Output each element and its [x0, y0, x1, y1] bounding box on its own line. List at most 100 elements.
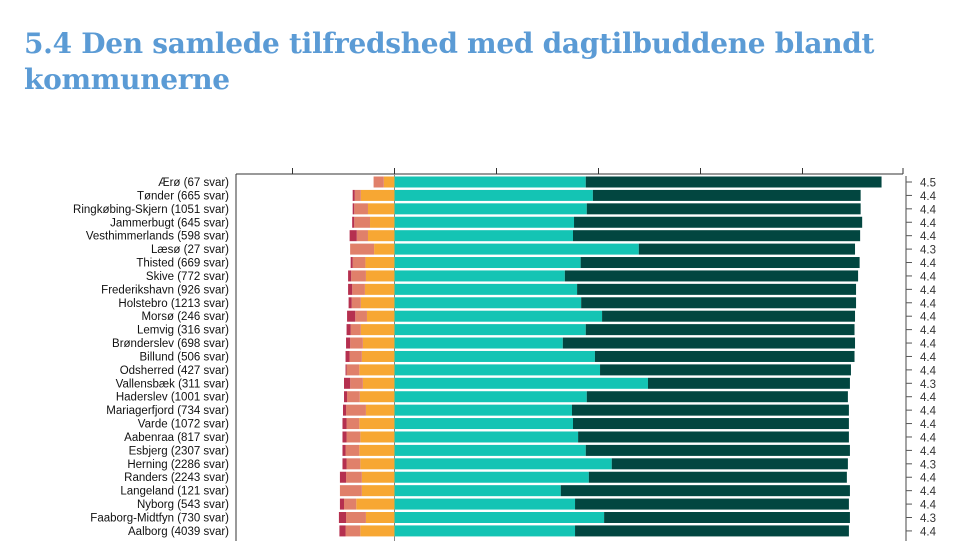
bar-segment-neutral: [361, 471, 395, 483]
bar-row: [347, 310, 856, 322]
category-label: Skive (772 svar): [146, 271, 229, 283]
bar-segment-neutral: [365, 257, 395, 269]
bar-segment-satisfied: [394, 377, 648, 389]
mean-score-label: 4.4: [920, 406, 937, 418]
mean-score-label: 4.4: [920, 339, 937, 351]
bar-segment-satisfied: [394, 324, 586, 336]
category-label: Mariagerfjord (734 svar): [106, 405, 229, 417]
bar-row: [345, 364, 851, 376]
bar-segment-very-satisfied: [611, 458, 848, 470]
bar-row: [348, 297, 857, 309]
bar-segment-very-dissatisfied: [346, 337, 351, 349]
bar-segment-neutral: [359, 364, 395, 376]
bar-segment-satisfied: [394, 471, 589, 483]
bar-row: [342, 418, 849, 430]
bar-segment-neutral: [367, 230, 395, 242]
bar-row: [352, 203, 861, 215]
bar-segment-dissatisfied: [350, 324, 361, 336]
bar-segment-neutral: [365, 512, 395, 523]
bar-segment-neutral: [383, 176, 395, 188]
category-label: Nyborg (543 svar): [137, 499, 229, 511]
category-label: Randers (2243 svar): [124, 472, 229, 484]
bar-segment-very-satisfied: [560, 485, 850, 497]
bar-segment-very-satisfied: [575, 498, 849, 510]
bar-segment-neutral: [365, 270, 395, 282]
bar-segment-satisfied: [394, 337, 563, 349]
bar-segment-neutral: [360, 189, 395, 201]
category-label: Faaborg-Midtfyn (730 svar): [90, 513, 229, 525]
bar-segment-dissatisfied: [345, 525, 361, 537]
bar-segment-neutral: [360, 297, 395, 309]
bar-segment-very-dissatisfied: [347, 310, 356, 322]
category-labels: Ærø (67 svar)Tønder (665 svar) Ringkøbing…: [73, 177, 229, 538]
category-label: Aalborg (4039 svar): [128, 526, 229, 538]
bar-segment-very-dissatisfied: [350, 257, 353, 269]
bar-segment-dissatisfied: [346, 458, 361, 470]
bar-segment-neutral: [374, 243, 395, 255]
bar-segment-dissatisfied: [346, 418, 360, 430]
bar-segment-neutral: [360, 324, 395, 336]
bar-segment-dissatisfied: [346, 404, 366, 416]
bar-row: [342, 444, 850, 456]
bar-segment-dissatisfied: [347, 391, 360, 403]
mean-score-label: 4.4: [920, 258, 937, 270]
bar-row: [350, 243, 856, 255]
bar-segment-very-dissatisfied: [352, 216, 355, 228]
bar-segment-satisfied: [394, 297, 582, 309]
bar-segment-dissatisfied: [345, 444, 360, 456]
bar-row: [339, 471, 847, 483]
bar-segment-very-dissatisfied: [342, 418, 347, 430]
bar-row: [348, 270, 859, 282]
bar-segment-very-dissatisfied: [338, 512, 347, 523]
bar-segment-satisfied: [394, 203, 587, 215]
bar-row: [373, 176, 882, 188]
bar-row: [339, 498, 849, 510]
bar-segment-dissatisfied: [350, 377, 363, 389]
bar-segment-very-dissatisfied: [342, 404, 347, 416]
bar-segment-satisfied: [394, 270, 565, 282]
bar-segment-satisfied: [394, 310, 603, 322]
bar-segment-neutral: [360, 525, 395, 537]
mean-score-label: 4.4: [920, 432, 937, 444]
bar-segment-neutral: [365, 404, 395, 416]
bar-segment-very-dissatisfied: [339, 525, 346, 537]
mean-score-label: 4.4: [920, 298, 937, 310]
bar-row: [342, 404, 849, 416]
bar-segment-very-satisfied: [585, 444, 850, 456]
category-label: Ærø (67 svar): [158, 177, 229, 189]
bar-segment-satisfied: [394, 257, 581, 269]
mean-score-label: 4.4: [920, 271, 937, 283]
bar-segment-satisfied: [394, 189, 593, 201]
bar-segment-dissatisfied: [346, 471, 362, 483]
bar-segment-very-satisfied: [571, 404, 849, 416]
bar-segment-satisfied: [394, 230, 573, 242]
bar-segment-satisfied: [394, 418, 573, 430]
bar-row: [352, 189, 861, 201]
bar-segment-neutral: [360, 458, 395, 470]
bar-segment-very-dissatisfied: [339, 471, 347, 483]
bar-row: [339, 485, 850, 497]
bar-segment-neutral: [359, 391, 395, 403]
category-label: Jammerbugt (645 svar): [110, 217, 229, 229]
bar-segment-very-satisfied: [588, 471, 847, 483]
bar-segment-neutral: [361, 350, 395, 362]
bar-segment-satisfied: [394, 525, 576, 537]
bar-segment-very-dissatisfied: [342, 444, 346, 456]
bar-row: [346, 324, 855, 336]
bar-segment-satisfied: [394, 283, 578, 295]
bar-segment-dissatisfied: [351, 270, 366, 282]
bar-segment-dissatisfied: [346, 512, 366, 523]
bar-segment-dissatisfied: [344, 498, 357, 510]
bar-segment-neutral: [356, 498, 395, 510]
bar-segment-very-satisfied: [573, 230, 861, 242]
chart-bars: [338, 176, 882, 537]
bar-segment-neutral: [364, 283, 395, 295]
bar-segment-very-satisfied: [581, 297, 857, 309]
bar-segment-dissatisfied: [352, 257, 366, 269]
mean-score-label: 4.4: [920, 204, 937, 216]
bar-segment-dissatisfied: [356, 230, 368, 242]
bar-segment-dissatisfied: [354, 203, 368, 215]
bar-segment-satisfied: [394, 243, 639, 255]
bar-row: [342, 458, 848, 470]
mean-score-label: 4.5: [920, 178, 936, 190]
